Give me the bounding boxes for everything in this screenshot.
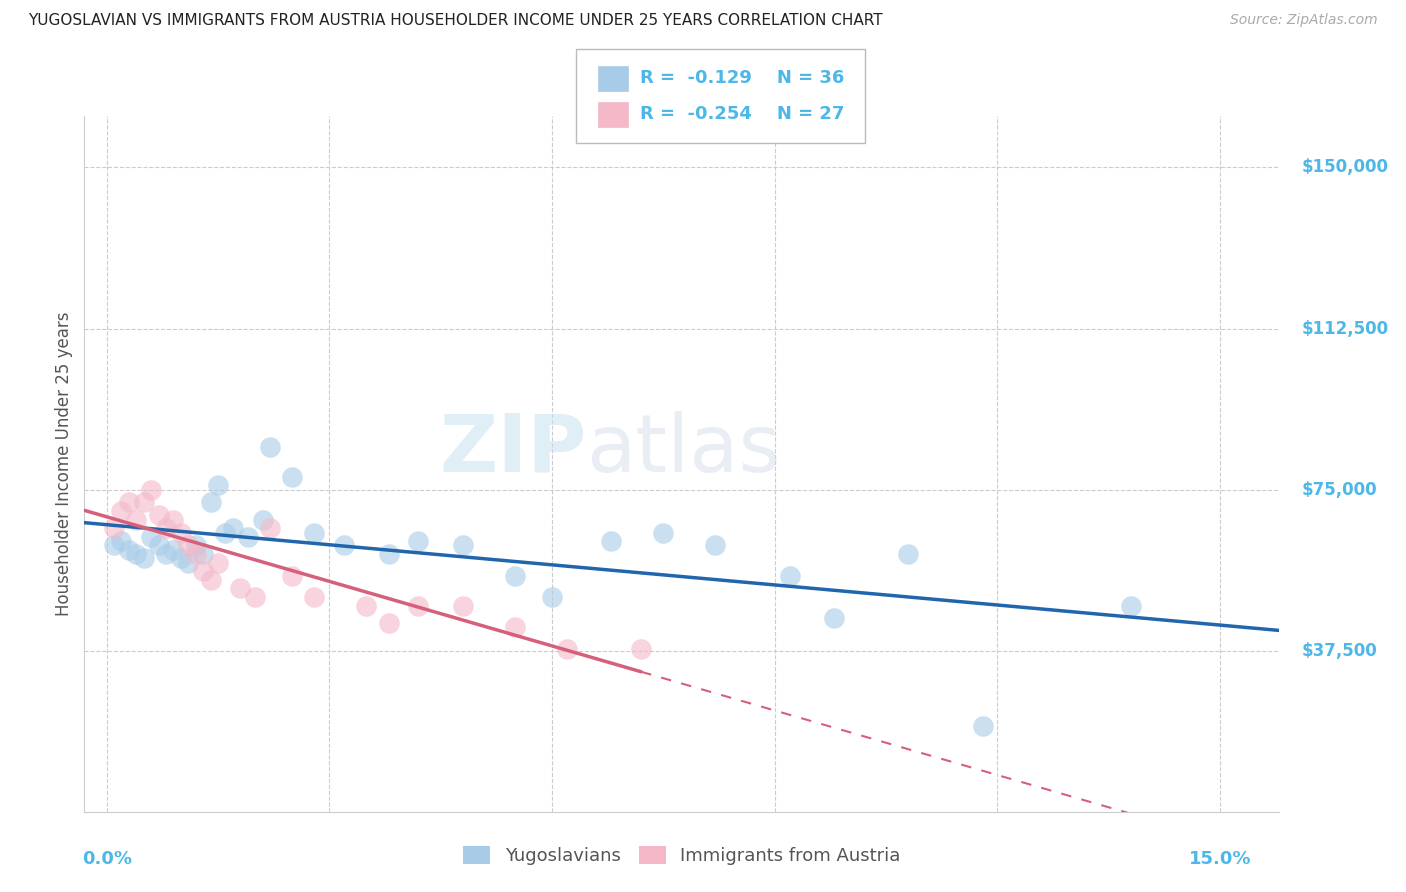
Text: $112,500: $112,500	[1302, 319, 1389, 337]
Point	[503, 620, 526, 634]
Point	[184, 538, 207, 552]
Point	[103, 521, 125, 535]
Point	[408, 534, 430, 549]
Y-axis label: Householder Income Under 25 years: Householder Income Under 25 years	[55, 311, 73, 616]
Text: YUGOSLAVIAN VS IMMIGRANTS FROM AUSTRIA HOUSEHOLDER INCOME UNDER 25 YEARS CORRELA: YUGOSLAVIAN VS IMMIGRANTS FROM AUSTRIA H…	[28, 13, 883, 29]
Point	[103, 538, 125, 552]
Point	[356, 599, 378, 613]
Point	[141, 530, 163, 544]
Point	[177, 556, 200, 570]
Point	[541, 590, 564, 604]
Point	[704, 538, 727, 552]
Point	[184, 547, 207, 561]
Point	[200, 573, 222, 587]
Point	[141, 483, 163, 497]
Point	[333, 538, 356, 552]
Point	[236, 530, 259, 544]
Text: 15.0%: 15.0%	[1189, 850, 1251, 869]
Point	[214, 525, 236, 540]
Point	[148, 538, 170, 552]
Point	[132, 551, 155, 566]
Point	[170, 525, 193, 540]
Point	[377, 547, 399, 561]
Point	[259, 521, 281, 535]
Point	[132, 495, 155, 509]
Point	[177, 538, 200, 552]
Point	[162, 542, 184, 557]
Point	[972, 719, 994, 733]
Text: $150,000: $150,000	[1302, 159, 1389, 177]
Point	[377, 615, 399, 630]
Point	[118, 495, 141, 509]
Text: 0.0%: 0.0%	[82, 850, 132, 869]
Point	[110, 504, 132, 518]
Point	[155, 547, 177, 561]
Text: $75,000: $75,000	[1302, 481, 1378, 499]
Point	[162, 513, 184, 527]
Legend: Yugoslavians, Immigrants from Austria: Yugoslavians, Immigrants from Austria	[456, 838, 908, 872]
Point	[125, 547, 148, 561]
Point	[600, 534, 623, 549]
Point	[191, 547, 214, 561]
Point	[252, 513, 274, 527]
Point	[451, 599, 474, 613]
Point	[243, 590, 266, 604]
Point	[229, 582, 252, 596]
Point	[408, 599, 430, 613]
Point	[148, 508, 170, 523]
Point	[451, 538, 474, 552]
Point	[304, 525, 326, 540]
Point	[281, 469, 304, 483]
Point	[304, 590, 326, 604]
Point	[155, 521, 177, 535]
Point	[281, 568, 304, 582]
Point	[191, 564, 214, 578]
Point	[555, 641, 578, 656]
Text: ZIP: ZIP	[439, 411, 586, 489]
Point	[259, 440, 281, 454]
Point	[118, 542, 141, 557]
Point	[170, 551, 193, 566]
Point	[207, 556, 229, 570]
Point	[110, 534, 132, 549]
Text: $37,500: $37,500	[1302, 641, 1378, 660]
Text: R =  -0.254    N = 27: R = -0.254 N = 27	[640, 105, 844, 123]
Point	[630, 641, 652, 656]
Point	[897, 547, 920, 561]
Text: atlas: atlas	[586, 411, 780, 489]
Point	[125, 513, 148, 527]
Point	[823, 611, 845, 625]
Point	[207, 478, 229, 492]
Point	[779, 568, 801, 582]
Point	[1119, 599, 1142, 613]
Point	[222, 521, 245, 535]
Text: R =  -0.129    N = 36: R = -0.129 N = 36	[640, 70, 844, 87]
Point	[503, 568, 526, 582]
Point	[200, 495, 222, 509]
Text: Source: ZipAtlas.com: Source: ZipAtlas.com	[1230, 13, 1378, 28]
Point	[652, 525, 675, 540]
